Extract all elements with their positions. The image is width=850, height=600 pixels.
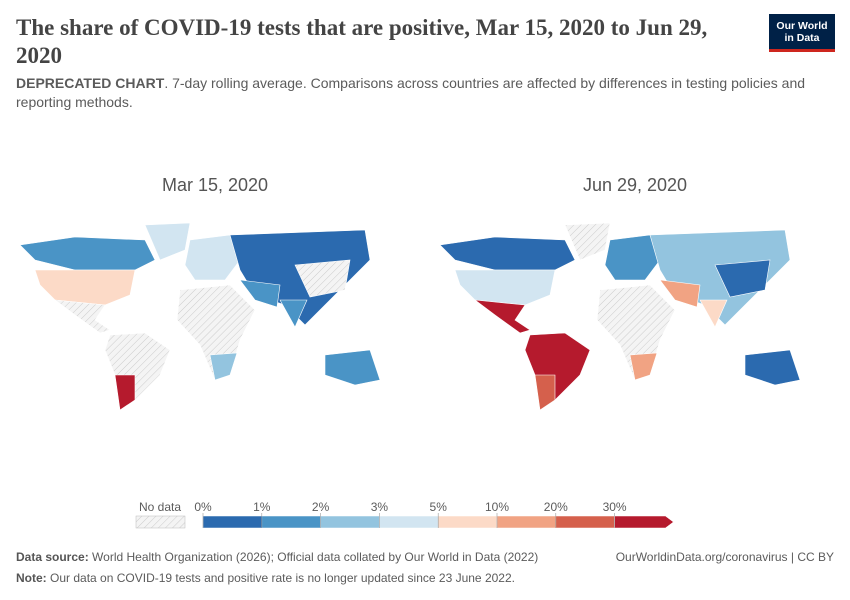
country[interactable] (104, 332, 171, 411)
country[interactable] (439, 236, 576, 271)
country[interactable] (19, 236, 156, 271)
logo-line: in Data (784, 32, 820, 44)
legend-tick-label: 5% (430, 500, 448, 514)
source: World Health Organization (2026); Offici… (92, 550, 539, 564)
legend-tick-label: 0% (194, 500, 212, 514)
subtitle: DEPRECATED CHART. 7-day rolling average.… (16, 74, 826, 112)
subtitle-text: . 7-day rolling average. Comparisons acr… (16, 75, 806, 110)
legend-tick-label: 20% (544, 500, 568, 514)
url[interactable]: OurWorldinData.org/coronavirus | CC BY (615, 550, 834, 564)
country[interactable] (34, 269, 136, 306)
country[interactable] (744, 349, 801, 386)
legend-bin (379, 515, 439, 529)
country[interactable] (474, 299, 531, 334)
legend-bin (614, 515, 674, 529)
no-data-swatch (135, 515, 186, 529)
country[interactable] (629, 352, 658, 381)
subtitle-bold: DEPRECATED CHART (16, 75, 165, 91)
country[interactable] (534, 374, 556, 411)
legend-no-data: No data (139, 500, 181, 514)
map (19, 222, 381, 411)
note-label: Note: (16, 571, 47, 585)
legend-bin (261, 515, 321, 529)
legend-tick-label: 30% (603, 500, 627, 514)
logo-line: Our World (776, 20, 828, 32)
legend: No data 0% 1% 2% 3% 5% 10% 20% 30% (135, 500, 674, 529)
country[interactable] (454, 269, 556, 306)
logo[interactable]: Our World in Data (769, 14, 835, 52)
legend-bin (437, 515, 498, 529)
source-label: Data source: (16, 550, 89, 564)
country[interactable] (54, 299, 111, 334)
legend-tick-label: 3% (371, 500, 389, 514)
legend-bin (320, 515, 380, 529)
legend-tick-label: 2% (312, 500, 330, 514)
legend-tick-label: 1% (253, 500, 271, 514)
legend-bin (202, 515, 263, 529)
country[interactable] (524, 332, 591, 411)
source-line: Data source: World Health Organization (… (16, 547, 834, 568)
legend-bin (555, 515, 615, 529)
legend-tick-label: 10% (485, 500, 509, 514)
country[interactable] (324, 349, 381, 386)
note: Our data on COVID-19 tests and positive … (50, 571, 515, 585)
legend-bin (496, 515, 557, 529)
map-title: Jun 29, 2020 (582, 175, 688, 195)
map-title: Mar 15, 2020 (161, 175, 269, 195)
footer: Data source: World Health Organization (… (16, 547, 834, 589)
note-line: Note: Our data on COVID-19 tests and pos… (16, 568, 834, 589)
title: The share of COVID-19 tests that are pos… (16, 15, 708, 68)
country[interactable] (209, 352, 238, 381)
map (439, 222, 801, 411)
country[interactable] (114, 374, 136, 411)
